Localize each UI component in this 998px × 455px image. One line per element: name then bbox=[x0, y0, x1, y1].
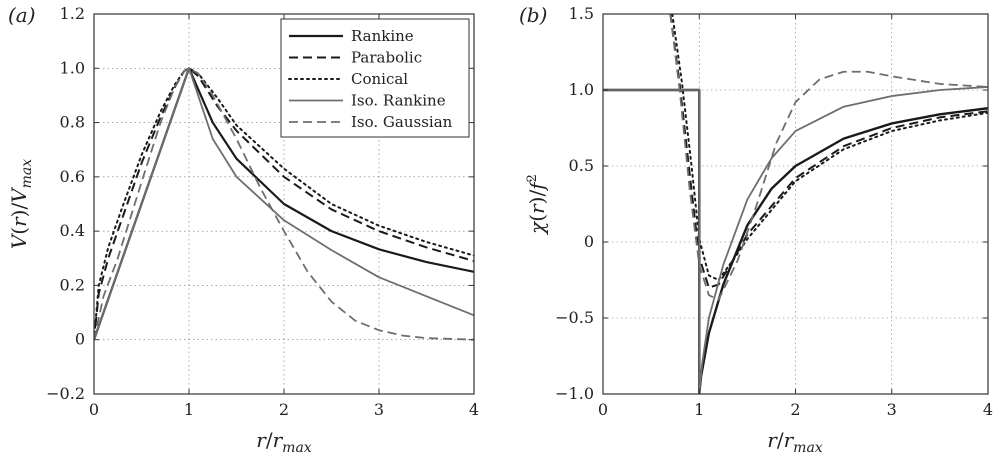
panel-b-ticks: 0 1 2 3 4 −1.0 −0.5 0 0.5 1.0 1.5 bbox=[555, 4, 993, 419]
legend-box bbox=[280, 18, 470, 138]
panel-a-legend: Rankine Parabolic Conical Iso. Rankine Iso. … bbox=[280, 18, 470, 138]
panel-b-series-parabolic bbox=[669, 14, 988, 289]
panel-a-ytick-label-3: 0.4 bbox=[60, 221, 85, 240]
panel-a-xlabel: r/rmax bbox=[256, 428, 311, 455]
panel-a-ytick-label-7: 1.2 bbox=[60, 4, 85, 23]
panel-a-xtick-label-3: 3 bbox=[374, 400, 384, 419]
panel-b-ylabel: χ(r)/f2 bbox=[525, 174, 549, 236]
panel-a-series-parabolic bbox=[94, 67, 474, 340]
panel-b-series-iso-rankine bbox=[603, 86, 988, 394]
panel-a-xtick-label-4: 4 bbox=[469, 400, 479, 419]
panel-b-ytick-label-1: −0.5 bbox=[555, 308, 594, 327]
panel-a-ytick-label-2: 0.2 bbox=[60, 275, 85, 294]
panel-b-xlabel: r/rmax bbox=[767, 428, 822, 455]
panel-b-grid bbox=[603, 14, 988, 394]
legend-label-1: Parabolic bbox=[351, 49, 422, 67]
panel-b-ytick-label-0: −1.0 bbox=[555, 384, 594, 403]
panel-a-ytick-label-0: −0.2 bbox=[46, 384, 85, 403]
panel-a-xtick-label-1: 1 bbox=[184, 400, 194, 419]
panel-b-series bbox=[603, 14, 988, 394]
panel-b-ytick-label-4: 1.0 bbox=[569, 80, 594, 99]
panel-a-xtick-label-0: 0 bbox=[89, 400, 99, 419]
panel-b-series-rankine bbox=[603, 88, 988, 394]
panel-a: (a) 0 1 2 3 4−0.200.20.40.60.81.01.2 Rankine… bbox=[7, 3, 479, 455]
panel-a-ylabel: V(r)/Vmax bbox=[7, 159, 35, 249]
panel-b-ytick-label-3: 0.5 bbox=[569, 156, 594, 175]
panel-a-ytick-label-1: 0 bbox=[75, 330, 85, 349]
panel-b-series-iso-gaussian bbox=[669, 14, 988, 301]
panel-a-ytick-label-5: 0.8 bbox=[60, 113, 85, 132]
panel-a-ytick-label-6: 1.0 bbox=[60, 58, 85, 77]
panel-a-series-iso-gaussian bbox=[94, 67, 474, 341]
panel-a-ticks: 0 1 2 3 4−0.200.20.40.60.81.01.2 bbox=[46, 4, 479, 419]
panel-b-series-conical bbox=[671, 14, 988, 281]
panel-b-label: (b) bbox=[519, 3, 547, 27]
panel-b-xtick-label-4: 4 bbox=[983, 400, 993, 419]
panel-a-xtick-label-2: 2 bbox=[279, 400, 289, 419]
panel-a-series-conical bbox=[94, 67, 474, 341]
panel-a-ytick-label-4: 0.6 bbox=[60, 167, 85, 186]
panel-b-xtick-label-2: 2 bbox=[790, 400, 800, 419]
legend-label-0: Rankine bbox=[351, 27, 414, 45]
panel-b: (b) 0 1 2 3 4 −1.0 −0.5 0 0.5 1.0 1.5 r/rmax χ(r)/… bbox=[519, 3, 993, 455]
panel-a-series bbox=[94, 67, 474, 341]
legend-label-2: Conical bbox=[351, 70, 408, 88]
panel-b-xtick-label-0: 0 bbox=[598, 400, 608, 419]
panel-b-ytick-label-5: 1.5 bbox=[569, 4, 594, 23]
legend-label-3: Iso. Rankine bbox=[351, 92, 446, 110]
panel-b-xtick-label-3: 3 bbox=[887, 400, 897, 419]
panel-b-ytick-label-2: 0 bbox=[584, 232, 594, 251]
panel-a-label: (a) bbox=[8, 3, 36, 27]
legend-label-4: Iso. Gaussian bbox=[351, 113, 453, 131]
panel-b-xtick-label-1: 1 bbox=[694, 400, 704, 419]
panel-a-series-iso-rankine bbox=[94, 67, 474, 341]
